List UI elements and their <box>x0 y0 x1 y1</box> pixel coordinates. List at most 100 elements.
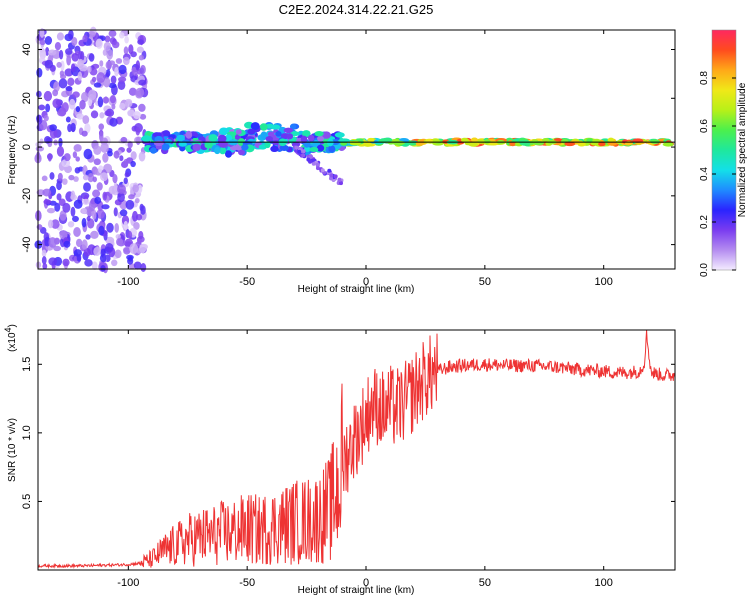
spectrogram-noise-cell <box>66 54 72 66</box>
spectrogram-noise-cell <box>115 233 121 240</box>
spectrogram-noise-cell <box>51 219 60 229</box>
spectrogram-x-tick-label: -100 <box>117 276 139 288</box>
spectrogram-noise-cell <box>90 230 99 239</box>
spectrogram-noise-cell <box>123 158 129 166</box>
spectrogram-noise-cell <box>81 207 88 214</box>
spectrogram-signal-cell <box>260 131 268 140</box>
spectrogram-noise-cell <box>111 259 118 267</box>
spectrogram-noise-cell <box>130 151 137 160</box>
snr-x-axis-label: Height of straight line (km) <box>298 585 415 596</box>
snr-y-tick-label: 0.5 <box>21 494 33 509</box>
spectrogram-noise-cell <box>65 86 73 92</box>
spectrogram-signal-cell <box>149 147 157 154</box>
colorbar-tick-label: 0.0 <box>699 263 710 277</box>
spectrogram-noise-cell <box>112 174 118 184</box>
spectrogram-noise-cell <box>132 210 138 222</box>
spectrogram-noise-cell <box>43 115 49 122</box>
spectrogram-noise-cell <box>135 60 141 72</box>
spectrogram-signal-cell <box>270 124 281 130</box>
spectrogram-noise-cell <box>65 116 71 123</box>
spectrogram-x-axis-label: Height of straight line (km) <box>298 284 415 295</box>
spectrogram-signal-cell <box>302 130 311 137</box>
spectrogram-panel: -100 -50 0 50 100 -40 -20 0 20 40 Height of stra… <box>7 26 676 295</box>
spectrogram-noise-cell <box>42 188 52 197</box>
spectrogram-noise-cell <box>82 34 88 43</box>
spectrogram-noise-cell <box>93 246 101 257</box>
spectrogram-noise-cell <box>68 29 74 40</box>
spectrogram-noise-cell <box>53 81 60 92</box>
spectrogram-noise-cell <box>91 76 97 83</box>
spectrogram-noise-cell <box>105 60 113 70</box>
spectrogram-drift-cell <box>315 166 320 171</box>
spectrogram-drift-cell <box>328 176 333 181</box>
spectrogram-signal-cell <box>259 123 268 131</box>
spectrogram-noise-cell <box>77 71 83 81</box>
spectrogram-strong-cell <box>607 137 615 143</box>
spectrogram-noise-cell <box>67 221 75 228</box>
spectrogram-noise-cell <box>105 242 114 252</box>
spectrogram-noise-cell <box>84 259 93 267</box>
spectrogram-noise-cell <box>99 112 105 119</box>
colorbar-tick-label: 0.6 <box>699 119 710 133</box>
spectrogram-noise-cell <box>119 102 126 110</box>
spectrogram-noise-cell <box>99 60 104 67</box>
spectrogram-noise-cell <box>107 150 113 157</box>
spectrogram-noise-cell <box>71 52 79 62</box>
spectrogram-noise-cell <box>124 100 133 108</box>
spectrogram-noise-cell <box>104 110 112 117</box>
spectrogram-strong-cell <box>650 139 661 144</box>
spectrogram-signal-cell <box>160 143 170 151</box>
spectrogram-noise-cell <box>135 126 141 136</box>
spectrogram-noise-cell <box>72 91 80 98</box>
spectrogram-strong-cell <box>367 137 375 143</box>
spectrogram-noise-cell <box>126 147 132 153</box>
spectrogram-noise-cell <box>54 202 61 212</box>
spectrogram-signal-cell <box>219 127 229 136</box>
spectrogram-signal-cell <box>267 131 275 137</box>
spectrogram-signal-cell <box>250 122 260 131</box>
spectrogram-noise-cell <box>45 103 51 113</box>
spectrogram-noise-cell <box>136 46 144 53</box>
spectrogram-signal-cell <box>316 144 325 152</box>
spectrogram-noise-cell <box>109 95 116 104</box>
spectrogram-y-tick-label: 0 <box>21 144 33 150</box>
snr-frame <box>37 329 676 571</box>
spectrogram-noise-cell <box>100 142 109 154</box>
spectrogram-noise-cell <box>128 44 134 55</box>
spectrogram-noise-cell <box>77 58 85 69</box>
spectrogram-noise-cell <box>127 231 133 239</box>
spectrogram-noise-cell <box>80 91 89 103</box>
spectrogram-noise-cell <box>125 199 135 210</box>
spectrogram-noise-cell <box>45 46 50 56</box>
snr-x-tick-label: -100 <box>117 577 139 589</box>
spectrogram-noise-cell <box>98 123 105 131</box>
spectrogram-noise-cell <box>67 77 75 86</box>
spectrogram-noise-cell <box>88 89 97 101</box>
spectrogram-noise-cell <box>76 254 82 262</box>
spectrogram-drift-cell <box>337 177 342 182</box>
spectrogram-strong-cell <box>381 137 393 143</box>
spectrogram-noise-cell <box>123 247 131 255</box>
spectrogram-noise-cell <box>87 172 95 183</box>
snr-y-tick-label: 1.5 <box>21 357 33 372</box>
spectrogram-signal-cell <box>179 145 186 152</box>
spectrogram-noise-cell <box>117 192 125 203</box>
spectrogram-noise-cell <box>119 209 128 217</box>
spectrogram-signal-cell <box>192 143 201 152</box>
spectrogram-signal-cell <box>334 132 345 138</box>
spectrogram-signal-cell <box>327 139 334 147</box>
spectrogram-strong-cell <box>470 137 479 142</box>
spectrogram-noise-cell <box>123 46 129 55</box>
spectrogram-noise-cell <box>62 258 70 267</box>
spectrogram-noise-cell <box>90 110 99 119</box>
spectrogram-signal-cell <box>247 128 256 135</box>
figure-title: C2E2.2024.314.22.21.G25 <box>279 2 434 17</box>
spectrogram-noise-cell <box>124 172 130 178</box>
spectrogram-noise-cell <box>41 256 47 265</box>
spectrogram-noise-cell <box>127 141 133 149</box>
snr-scale-exponent: 4 <box>3 327 13 332</box>
spectrogram-noise-cell <box>128 87 137 96</box>
spectrogram-noise-cell <box>96 209 105 219</box>
spectrogram-noise-cell <box>103 41 111 52</box>
spectrogram-strong-cell <box>460 137 469 143</box>
